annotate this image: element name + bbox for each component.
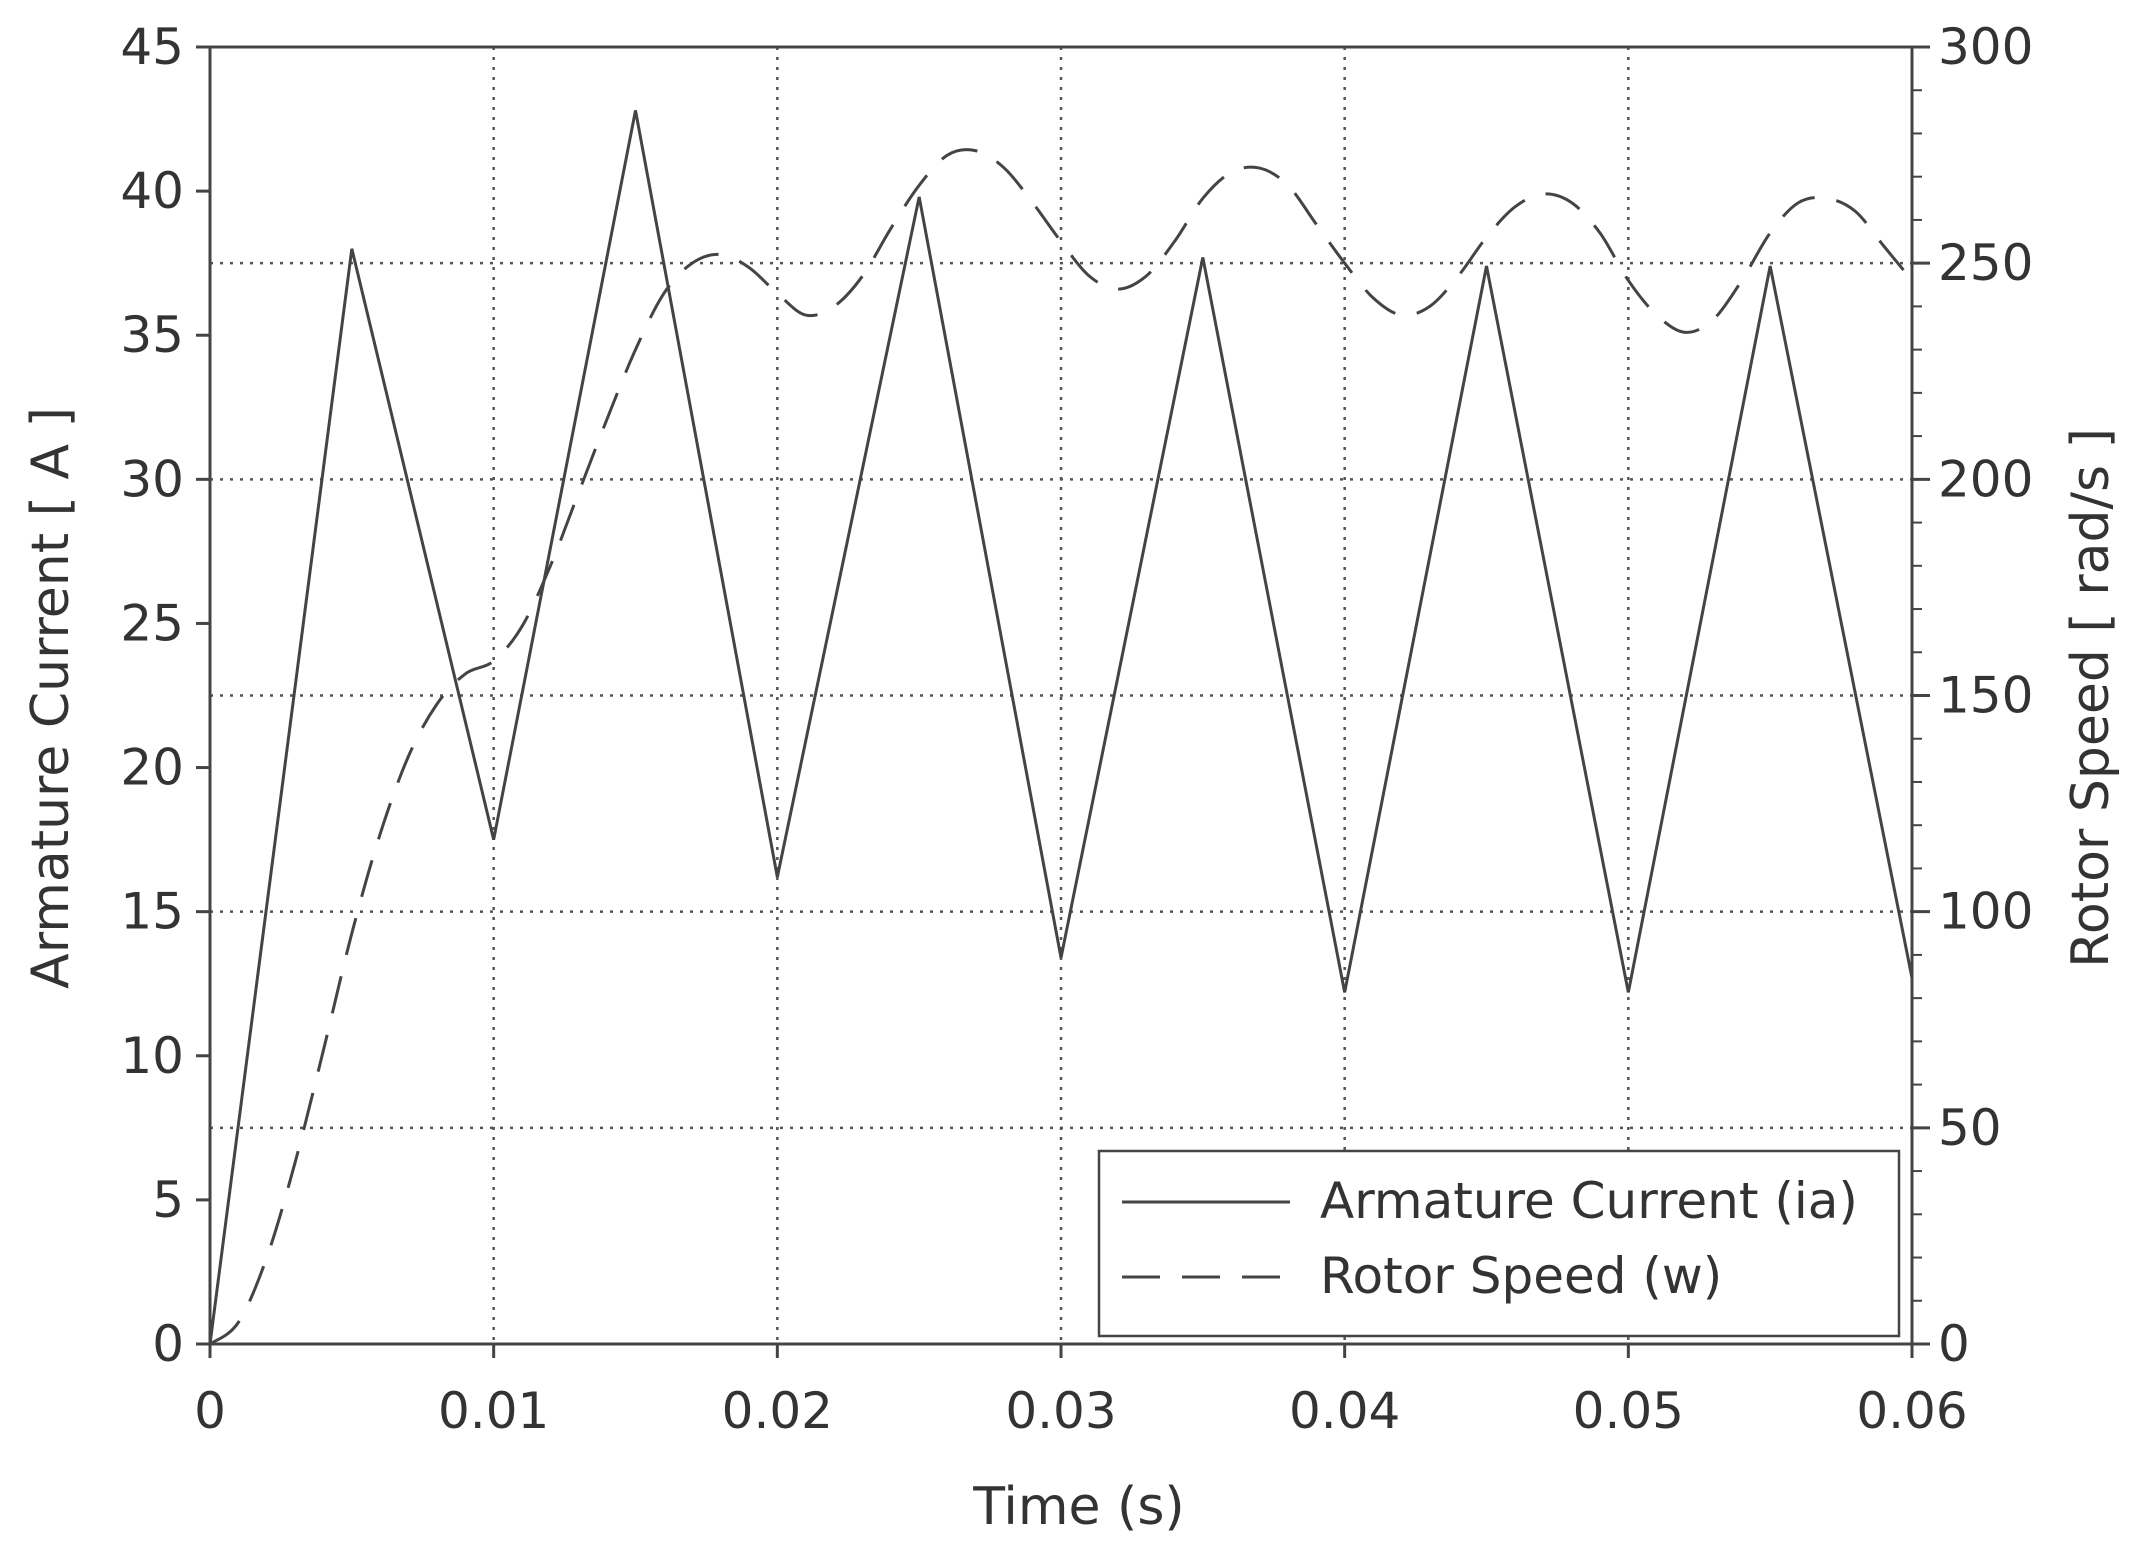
- x-tick-label: 0: [194, 1382, 226, 1440]
- series-line-armature-current-ia: [208, 110, 1914, 1345]
- x-tick-label: 0.02: [722, 1382, 833, 1440]
- y-axis-label: Armature Current [ A ]: [21, 407, 81, 989]
- y-tick-label: 40: [120, 162, 184, 220]
- y-tick-label: 5: [152, 1171, 184, 1229]
- grid-lines: [210, 47, 1912, 1344]
- y-tick-label: 15: [120, 883, 184, 941]
- y-tick-label: 45: [120, 18, 184, 76]
- series-layer: [208, 110, 1914, 1346]
- x-tick-label: 0.04: [1289, 1382, 1400, 1440]
- legend-label-rotor-speed: Rotor Speed (w): [1320, 1247, 1722, 1305]
- x-tick-label: 0.06: [1856, 1382, 1967, 1440]
- y-tick-label: 35: [120, 306, 184, 364]
- y2-tick-label: 300: [1938, 18, 2033, 76]
- y-tick-label: 20: [120, 739, 184, 797]
- y-tick-label: 25: [120, 594, 184, 652]
- y2-tick-label: 150: [1938, 667, 2033, 725]
- y-tick-label: 0: [152, 1315, 184, 1373]
- y2-axis-label: Rotor Speed [ rad/s ]: [2061, 428, 2121, 968]
- x-tick-label: 0.01: [438, 1382, 549, 1440]
- legend-label-armature-current: Armature Current (ia): [1320, 1172, 1858, 1230]
- y2-tick-label: 200: [1938, 450, 2033, 508]
- y-tick-label: 10: [120, 1027, 184, 1085]
- y2-tick-label: 250: [1938, 234, 2033, 292]
- y2-tick-label: 50: [1938, 1099, 2002, 1157]
- legend: Armature Current (ia) Rotor Speed (w): [1097, 1149, 1901, 1338]
- x-axis-label: Time (s): [972, 1477, 1184, 1537]
- legend-box: [1097, 1149, 1901, 1338]
- x-tick-label: 0.05: [1573, 1382, 1684, 1440]
- tick-labels: 0 0.01 0.02 0.03 0.04 0.05 0.06 0 5 10 15 20 25 30 35 4…: [120, 18, 2033, 1440]
- y2-tick-label: 0: [1938, 1315, 1970, 1373]
- y-tick-label: 30: [120, 450, 184, 508]
- series-line-rotor-speed-w: [209, 148, 1914, 1346]
- y2-tick-label: 100: [1938, 883, 2033, 941]
- x-tick-label: 0.03: [1005, 1382, 1116, 1440]
- axis-ticks: [196, 45, 1930, 1358]
